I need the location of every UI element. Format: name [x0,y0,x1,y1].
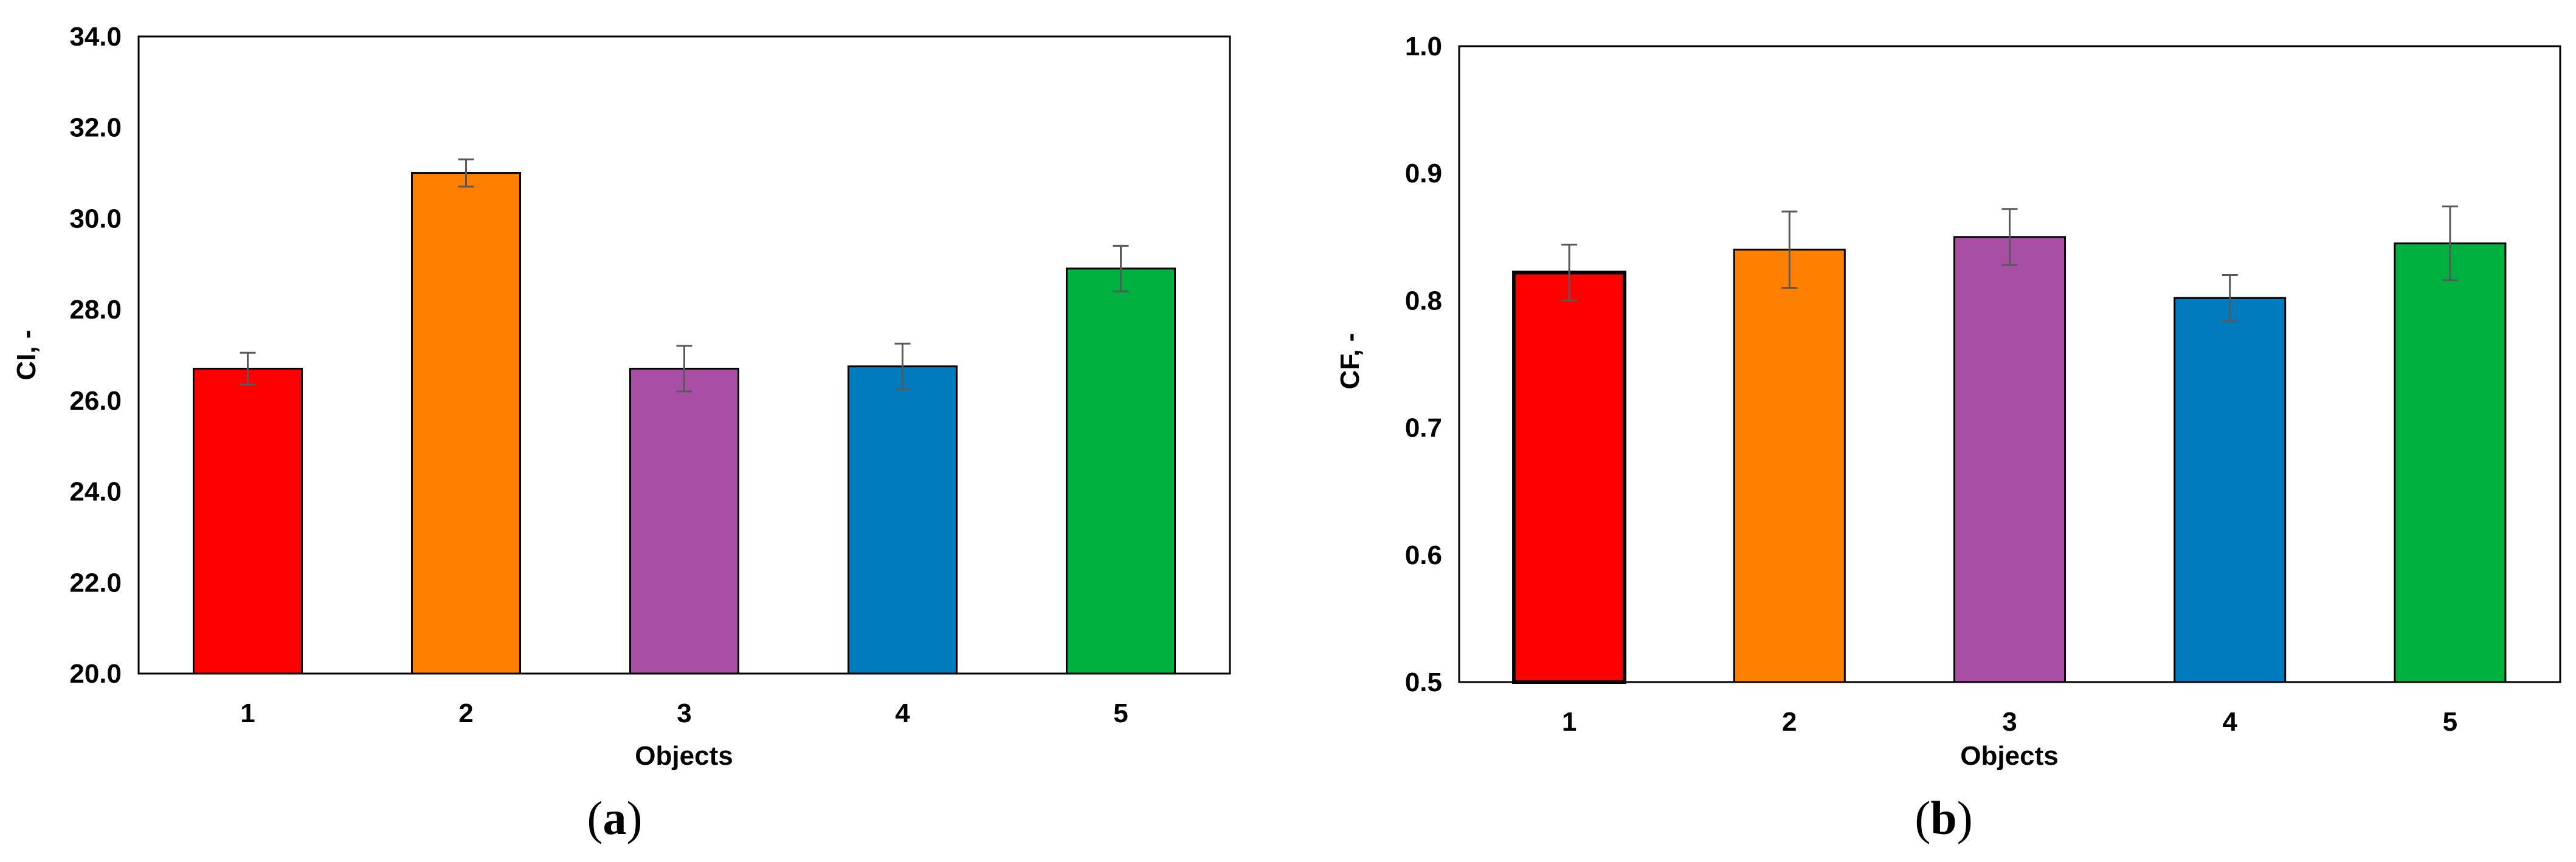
y-tick-label-b: 0.5 [1405,667,1442,697]
error-bar-b-2 [1781,210,1798,289]
x-axis-title-a: Objects [635,741,733,771]
y-tick-label-b: 0.7 [1405,413,1442,443]
error-bar-a-5 [1113,244,1129,292]
y-tick-label-a: 26.0 [69,386,122,416]
y-axis-title-b: CF, - [1335,333,1365,390]
x-tick-label-b: 3 [2002,707,2017,737]
panel-label-b: (b) [1915,791,1972,844]
bar-a-4 [848,365,958,675]
x-tick-label-a: 3 [677,698,691,728]
y-tick-label-b: 1.0 [1405,32,1442,61]
x-tick-label-a: 4 [895,698,910,728]
y-ticks-a: 20.0 22.0 24.0 26.0 28.0 30.0 32.0 34.0 [69,22,122,689]
y-axis-title-a: CI, - [12,329,41,380]
error-bar-a-4 [894,342,911,390]
error-bar-a-3 [676,345,692,393]
y-tick-label-a: 20.0 [69,659,122,689]
y-tick-label-b: 0.8 [1405,286,1442,315]
x-ticks-a: 1 2 3 4 5 [240,698,1128,728]
chart-panel-a: 20.0 22.0 24.0 26.0 28.0 30.0 32.0 34.0 1 2 3 4 5 O… [12,22,1231,844]
bar-b-2 [1733,249,1846,683]
bar-a-5 [1066,267,1176,675]
y-ticks-b: 0.5 0.6 0.7 0.8 0.9 1.0 [1405,32,1442,697]
x-tick-label-b: 2 [1782,707,1797,737]
error-bar-b-5 [2442,205,2458,281]
bar-a-1 [193,367,303,675]
y-tick-label-b: 0.6 [1405,540,1442,570]
y-tick-label-a: 32.0 [69,113,122,143]
bar-a-2 [411,172,521,675]
error-bar-b-1 [1561,243,1578,302]
error-bar-b-3 [2001,208,2018,266]
bar-a-3 [629,367,739,675]
error-bar-a-2 [458,158,474,188]
panel-letter-b: b [1930,791,1956,844]
bars-a [193,172,1176,675]
panel-letter-a: a [603,791,627,844]
error-bars-a [240,158,1129,393]
bars-b [1512,236,2507,684]
x-tick-label-a: 1 [240,698,255,728]
bar-b-3 [1953,236,2066,683]
x-tick-label-a: 5 [1113,698,1128,728]
x-tick-label-b: 4 [2222,707,2237,737]
y-tick-label-a: 30.0 [69,204,122,233]
panel-label-a: (a) [587,791,643,844]
y-tick-label-a: 28.0 [69,295,122,325]
error-bar-b-4 [2222,274,2238,322]
bar-b-5 [2394,242,2507,683]
x-tick-label-b: 1 [1562,707,1576,737]
y-tick-label-b: 0.9 [1405,159,1442,188]
x-tick-label-b: 5 [2443,707,2457,737]
bar-b-1 [1512,271,1627,684]
chart-panel-b: 0.5 0.6 0.7 0.8 0.9 1.0 1 2 3 4 5 Objects CF, - (… [1335,32,2561,844]
error-bars-b [1561,205,2458,322]
y-tick-label-a: 34.0 [69,22,122,52]
x-tick-label-a: 2 [458,698,473,728]
error-bar-a-1 [240,351,256,386]
y-tick-label-a: 22.0 [69,568,122,598]
y-tick-label-a: 24.0 [69,477,122,507]
bar-b-4 [2174,297,2287,683]
x-ticks-b: 1 2 3 4 5 [1562,707,2457,737]
x-axis-title-b: Objects [1960,741,2058,771]
